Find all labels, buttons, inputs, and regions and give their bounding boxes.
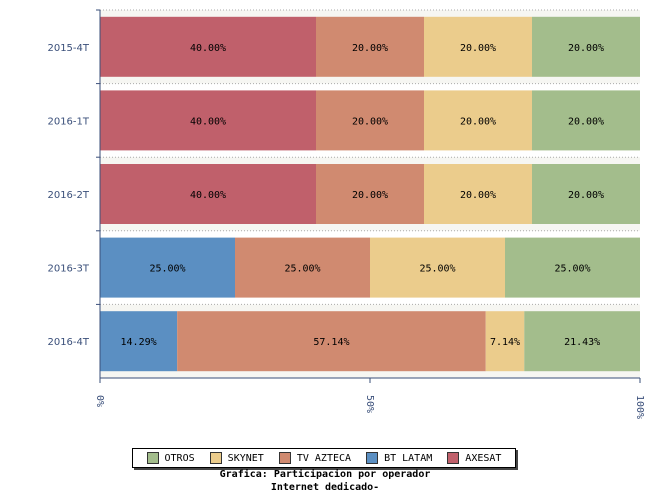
data-label: 20.00%: [568, 116, 604, 127]
data-label: 40.00%: [190, 116, 226, 127]
legend-swatch: [209, 452, 222, 464]
bar-segment: [100, 164, 316, 224]
data-label: 25.00%: [149, 264, 185, 275]
data-label: 7.14%: [490, 337, 520, 348]
chart-legend: OTROS SKYNET TV AZTECA BT LATAM AXESAT: [132, 448, 516, 468]
bar-segment: [316, 16, 424, 77]
bar-segment: [424, 16, 532, 77]
bar-segment: [485, 311, 525, 372]
data-label: 20.00%: [568, 190, 604, 201]
bar-segment: [424, 164, 532, 224]
bar-segment: [100, 311, 178, 372]
data-label: 20.00%: [460, 43, 496, 54]
category-label: 2015-4T: [47, 43, 89, 54]
bar-segment: [100, 16, 316, 77]
legend-item: BT LATAM: [366, 452, 432, 464]
category-label: 2016-1T: [47, 116, 89, 127]
category-label: 2016-3T: [47, 264, 89, 275]
bar-segment: [235, 237, 370, 298]
data-label: 25.00%: [284, 264, 320, 275]
legend-item: OTROS: [146, 452, 195, 464]
data-label: 20.00%: [568, 43, 604, 54]
data-label: 20.00%: [352, 116, 388, 127]
data-label: 20.00%: [352, 190, 388, 201]
bar-segment: [532, 164, 640, 224]
legend-label: AXESAT: [465, 452, 502, 464]
x-tick-label: 0%: [94, 395, 105, 407]
legend-item: AXESAT: [447, 452, 501, 464]
category-label: 2016-2T: [47, 190, 89, 201]
bar-segment: [316, 90, 424, 151]
legend-label: SKYNET: [227, 452, 264, 464]
x-tick-label: 50%: [364, 395, 375, 413]
category-label: 2016-4T: [47, 337, 89, 348]
legend-swatch: [146, 452, 159, 464]
data-label: 40.00%: [190, 43, 226, 54]
chart-caption-line-1: Grafica: Participacion por operador: [219, 469, 431, 480]
legend-item: SKYNET: [209, 452, 264, 464]
data-label: 40.00%: [190, 190, 226, 201]
data-label: 25.00%: [419, 264, 455, 275]
bar-segment: [532, 90, 640, 151]
legend-label: TV AZTECA: [296, 452, 352, 464]
bar-segment: [505, 237, 640, 298]
chart-caption-line-2: Internet dedicado-: [270, 482, 380, 493]
bar-segment: [370, 237, 505, 298]
legend-swatch: [447, 452, 460, 464]
bar-segment: [532, 16, 640, 77]
data-label: 20.00%: [460, 190, 496, 201]
bar-segment: [316, 164, 424, 224]
legend-label: BT LATAM: [384, 452, 433, 464]
data-label: 14.29%: [121, 337, 157, 348]
bar-segment: [100, 237, 235, 298]
bar-segment: [424, 90, 532, 151]
data-label: 57.14%: [313, 337, 349, 348]
legend-swatch: [278, 452, 291, 464]
legend-swatch: [366, 452, 379, 464]
data-label: 21.43%: [564, 337, 600, 348]
bar-segment: [177, 311, 486, 372]
bar-segment: [100, 90, 316, 151]
legend-label: OTROS: [164, 452, 195, 464]
x-tick-label: 100%: [634, 395, 645, 419]
data-label: 25.00%: [554, 264, 590, 275]
data-label: 20.00%: [352, 43, 388, 54]
legend-item: TV AZTECA: [278, 452, 352, 464]
bar-segment: [524, 311, 640, 372]
plot-area: 40.00% 20.00% 20.00% 20.00% 2015-4T 40.00% 20.…: [47, 9, 645, 419]
data-label: 20.00%: [460, 116, 496, 127]
